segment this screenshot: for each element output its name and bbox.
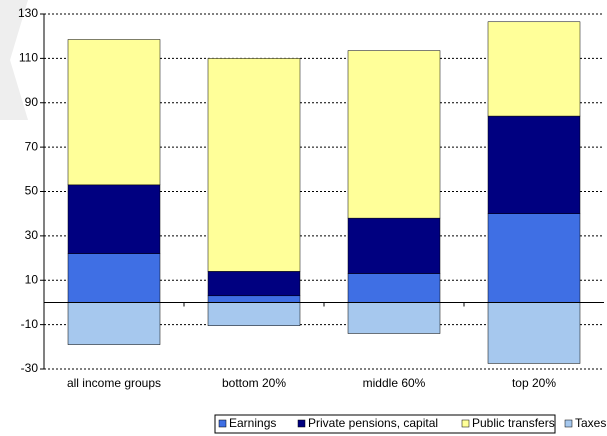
decoration xyxy=(0,0,28,120)
bar-segment xyxy=(487,115,581,214)
bar-segment xyxy=(207,271,301,297)
legend-label: Private pensions, capital xyxy=(308,416,438,430)
y-tick-label: -10 xyxy=(21,317,39,331)
legend-label: Taxes xyxy=(575,416,606,430)
y-tick-label: 50 xyxy=(25,184,39,198)
x-tick-label: middle 60% xyxy=(363,376,426,390)
bar-segment xyxy=(347,273,441,303)
y-tick-label: 130 xyxy=(18,6,38,20)
legend-label: Public transfers xyxy=(472,416,555,430)
legend-swatch xyxy=(564,419,573,428)
bar-segment xyxy=(347,217,441,274)
bar-segment xyxy=(67,39,161,186)
bar-segment xyxy=(347,50,441,219)
bar-segment xyxy=(67,302,161,345)
legend-swatch xyxy=(218,419,227,428)
bar-segment xyxy=(67,253,161,303)
bar-segment xyxy=(487,21,581,117)
bar-segment xyxy=(487,302,581,364)
x-tick-label: top 20% xyxy=(512,376,556,390)
legend-swatch xyxy=(461,419,470,428)
legend-swatch xyxy=(297,419,306,428)
y-tick-label: 110 xyxy=(19,51,38,65)
x-tick-label: all income groups xyxy=(67,376,161,390)
y-tick-label: -30 xyxy=(21,361,39,375)
bar-segment xyxy=(347,302,441,334)
bar-segment xyxy=(207,295,301,303)
bar-segment xyxy=(67,184,161,254)
y-tick-label: 30 xyxy=(25,228,39,242)
y-tick-label: 10 xyxy=(25,272,39,286)
y-tick-label: 70 xyxy=(25,139,39,153)
x-tick-label: bottom 20% xyxy=(222,376,286,390)
bar-segment xyxy=(487,213,581,303)
legend-label: Earnings xyxy=(229,416,276,430)
legend-box xyxy=(214,414,556,434)
y-tick-label: 90 xyxy=(25,95,39,109)
bar-segment xyxy=(207,302,301,326)
bar-segment xyxy=(207,58,301,272)
